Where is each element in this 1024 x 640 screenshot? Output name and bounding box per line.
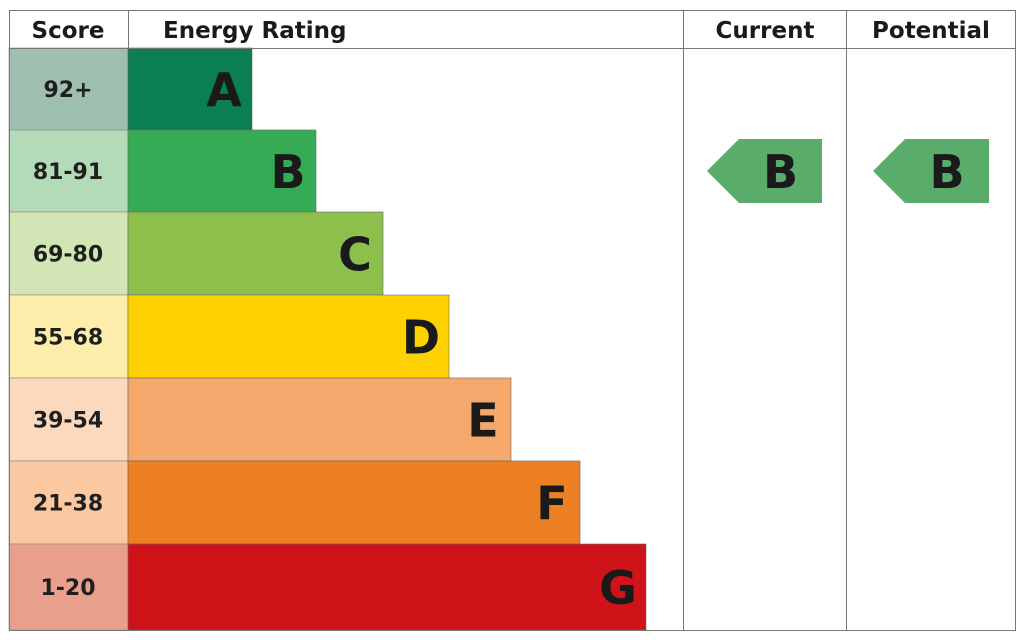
score-cell	[8, 47, 129, 131]
score-label: 1-20	[40, 576, 95, 601]
rating-bar	[127, 377, 512, 462]
header-score: Score	[32, 18, 105, 44]
band-row-a: 92+ A	[8, 47, 253, 131]
score-cell	[8, 377, 129, 462]
rating-letter: D	[402, 311, 440, 365]
rating-bar	[127, 294, 450, 379]
band-row-b: 81-91 B	[8, 129, 317, 213]
band-row-c: 69-80 C	[8, 211, 384, 296]
header-current: Current	[716, 18, 815, 44]
rating-bar	[127, 543, 647, 631]
score-label: 81-91	[33, 160, 103, 185]
band-row-d: 55-68 D	[8, 294, 450, 379]
current-rating-arrow: B	[707, 139, 822, 203]
potential-arrow-shape	[873, 139, 989, 203]
rating-letter: B	[270, 145, 305, 199]
score-cell	[8, 294, 129, 379]
header-energy-rating: Energy Rating	[163, 18, 346, 44]
chart-border	[9, 10, 1016, 631]
score-label: 69-80	[33, 243, 103, 268]
rating-letter: C	[338, 228, 372, 282]
rating-letter: F	[536, 477, 567, 531]
rating-bar	[127, 47, 253, 131]
score-cell	[8, 211, 129, 296]
score-label: 55-68	[33, 326, 103, 351]
band-row-e: 39-54 E	[8, 377, 512, 462]
score-cell	[8, 543, 129, 631]
current-rating-letter: B	[763, 145, 798, 199]
rating-letter: A	[206, 63, 242, 117]
rating-letter: E	[467, 394, 498, 448]
rating-bar	[127, 211, 384, 296]
rating-bar	[127, 129, 317, 213]
header-potential: Potential	[872, 18, 990, 44]
rating-letter: G	[599, 561, 637, 615]
band-row-f: 21-38 F	[8, 460, 581, 545]
potential-rating-letter: B	[929, 145, 964, 199]
potential-rating-arrow: B	[873, 139, 989, 203]
score-label: 21-38	[33, 492, 103, 517]
score-label: 92+	[43, 78, 92, 103]
rating-bar	[127, 460, 581, 545]
current-arrow-shape	[707, 139, 822, 203]
score-cell	[8, 129, 129, 213]
band-row-g: 1-20 G	[8, 543, 647, 631]
score-label: 39-54	[33, 409, 103, 434]
